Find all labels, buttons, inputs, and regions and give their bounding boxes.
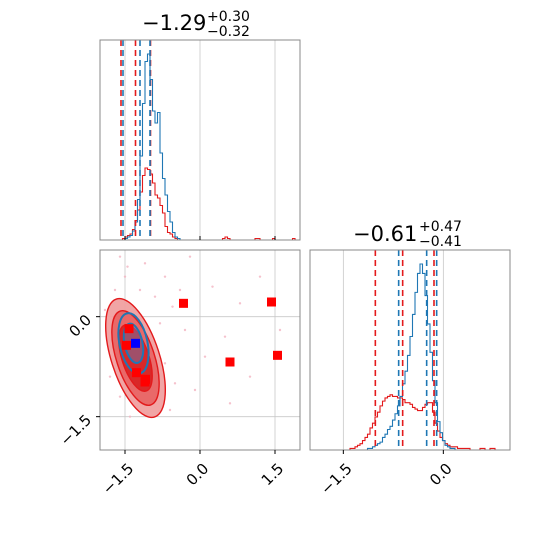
scatter-point-0 (118, 255, 122, 258)
scatter-point-1 (139, 242, 141, 244)
tick-label-joint-x-2: 1.5 (258, 460, 288, 490)
scatter-point-33 (171, 305, 174, 308)
marker-red-square-0 (179, 298, 188, 308)
scatter-point-8 (153, 295, 157, 298)
histogram-panel-p1 (99, 39, 301, 241)
scatter-point-29 (278, 328, 282, 332)
marker-red-square-3 (225, 357, 235, 367)
marker-red-square-2 (273, 350, 282, 360)
scatter-point-7 (123, 275, 127, 278)
tick-label-p2-x-0: −1.5 (317, 460, 355, 498)
scatter-point-10 (214, 242, 216, 244)
scatter-point-12 (248, 375, 252, 378)
scatter-point-6 (113, 288, 117, 292)
marker-red-square-8 (122, 340, 131, 350)
scatter-point-19 (158, 322, 162, 325)
scatter-point-9 (183, 328, 187, 332)
scatter-point-16 (188, 255, 192, 258)
title-p1-minus: −0.32 (207, 24, 250, 40)
hist-p2-red-step (310, 394, 510, 450)
title-p2-value: −0.61 (353, 222, 417, 246)
scatter-point-20 (203, 355, 207, 358)
marker-red-square-1 (267, 297, 276, 307)
scatter-point-5 (173, 382, 177, 385)
scatter-point-14 (168, 408, 172, 412)
scatter-point-28 (163, 362, 167, 365)
scatter-point-3 (128, 415, 132, 418)
title-p1-plus: +0.30 (207, 9, 250, 25)
title-p2-minus: −0.41 (419, 234, 462, 250)
scatter-point-24 (103, 308, 107, 312)
histogram-panel-p2 (309, 249, 511, 454)
scatter-point-27 (138, 288, 142, 292)
scatter-point-31 (151, 235, 153, 237)
tick-label-joint-y-0: −1.5 (57, 411, 95, 449)
scatter-point-26 (228, 402, 232, 405)
joint-panel (96, 235, 301, 454)
tick-label-p2-x-1: 0.0 (426, 460, 456, 490)
tick-label-joint-y-1: 0.0 (65, 311, 95, 341)
title-p2-plus: +0.47 (419, 219, 462, 235)
scatter-point-23 (258, 275, 262, 278)
title-p1: −1.29 (142, 11, 206, 35)
marker-red-square-6 (140, 377, 150, 387)
frame-hist-p2 (309, 249, 511, 451)
scatter-point-21 (118, 395, 122, 398)
hist-p2-blue-step (310, 263, 510, 450)
title-p1-value: −1.29 (142, 11, 206, 35)
scatter-point-2 (163, 275, 167, 278)
marker-blue-square-0 (131, 338, 140, 348)
scatter-point-34 (211, 285, 214, 288)
title-p2: −0.61 (353, 222, 417, 246)
scatter-point-15 (143, 262, 147, 265)
marker-red-square-7 (124, 324, 134, 334)
scatter-point-17 (238, 302, 242, 305)
scatter-point-22 (178, 288, 182, 292)
tick-label-joint-x-0: −1.5 (99, 460, 137, 498)
scatter-point-11 (223, 335, 227, 338)
tick-label-joint-x-1: 0.0 (183, 460, 213, 490)
scatter-point-25 (193, 388, 197, 392)
scatter-point-30 (126, 265, 129, 268)
hist-p1-blue-step (100, 53, 300, 240)
scatter-point-13 (108, 375, 112, 378)
marker-red-square-4 (132, 368, 141, 378)
